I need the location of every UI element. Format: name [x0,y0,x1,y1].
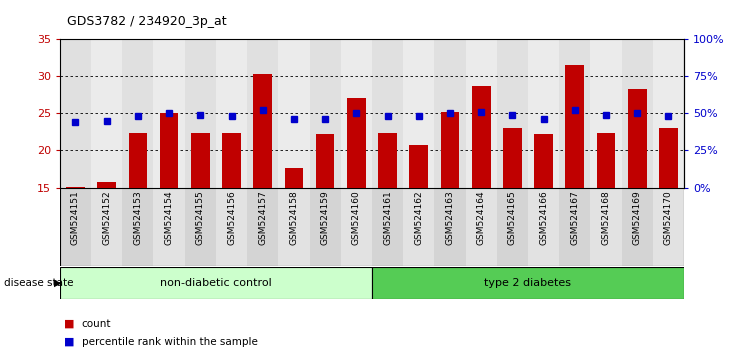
Bar [128,133,147,188]
Bar [472,86,491,188]
Text: GSM524165: GSM524165 [508,190,517,245]
Bar [496,39,528,188]
Text: GSM524154: GSM524154 [164,190,174,245]
Text: GSM524158: GSM524158 [289,190,299,245]
Bar [191,133,210,188]
Text: GSM524153: GSM524153 [134,190,142,245]
Bar [596,133,615,188]
Bar [591,188,622,266]
Bar [247,188,278,266]
Text: ■: ■ [64,319,74,329]
Bar [372,188,403,266]
Text: GSM524164: GSM524164 [477,190,485,245]
Text: type 2 diabetes: type 2 diabetes [485,278,572,288]
Bar [410,144,428,188]
Text: GSM524168: GSM524168 [602,190,610,245]
Bar [496,188,528,266]
Bar [216,188,247,266]
Text: GSM524152: GSM524152 [102,190,111,245]
Bar [278,188,310,266]
Bar [222,133,241,188]
Text: GSM524162: GSM524162 [414,190,423,245]
Bar [441,112,459,188]
Bar [566,65,584,188]
Bar [528,39,559,188]
Text: GSM524170: GSM524170 [664,190,673,245]
Text: GSM524160: GSM524160 [352,190,361,245]
Bar [123,39,153,188]
Text: GSM524167: GSM524167 [570,190,580,245]
Bar [310,188,341,266]
Bar [659,128,677,188]
Bar [653,188,684,266]
Bar [310,39,341,188]
Bar [559,39,591,188]
Bar [66,187,85,188]
Bar [247,39,278,188]
Bar [622,188,653,266]
Bar [60,188,91,266]
Text: GSM524159: GSM524159 [320,190,330,245]
Bar [372,39,403,188]
Text: ■: ■ [64,337,74,347]
Bar [60,267,372,299]
Bar [341,188,372,266]
Text: GSM524155: GSM524155 [196,190,205,245]
Text: GSM524169: GSM524169 [633,190,642,245]
Bar [216,39,247,188]
Bar [91,39,123,188]
Bar [285,167,303,188]
Bar [503,128,522,188]
Bar [123,188,153,266]
Text: GSM524156: GSM524156 [227,190,236,245]
Text: disease state: disease state [4,278,73,288]
Bar [153,188,185,266]
Bar [466,39,496,188]
Bar [534,134,553,188]
Text: GSM524161: GSM524161 [383,190,392,245]
Bar [434,188,466,266]
Bar [378,133,397,188]
Bar [622,39,653,188]
Bar [528,188,559,266]
Text: percentile rank within the sample: percentile rank within the sample [82,337,258,347]
Bar [466,188,496,266]
Text: GSM524151: GSM524151 [71,190,80,245]
Bar [559,188,591,266]
Text: ▶: ▶ [54,278,61,288]
Text: GSM524157: GSM524157 [258,190,267,245]
Bar [403,39,434,188]
Bar [97,182,116,188]
Bar [628,90,647,188]
Text: count: count [82,319,111,329]
Bar [185,188,216,266]
Bar [434,39,466,188]
Bar [253,74,272,188]
Bar [341,39,372,188]
Bar [91,188,123,266]
Bar [403,188,434,266]
Bar [278,39,310,188]
Text: GSM524163: GSM524163 [445,190,455,245]
Bar [153,39,185,188]
Text: non-diabetic control: non-diabetic control [160,278,272,288]
Text: GDS3782 / 234920_3p_at: GDS3782 / 234920_3p_at [67,15,227,28]
Bar [653,39,684,188]
Bar [372,267,684,299]
Bar [185,39,216,188]
Bar [591,39,622,188]
Bar [160,113,178,188]
Bar [347,98,366,188]
Bar [60,39,91,188]
Bar [316,134,334,188]
Text: GSM524166: GSM524166 [539,190,548,245]
